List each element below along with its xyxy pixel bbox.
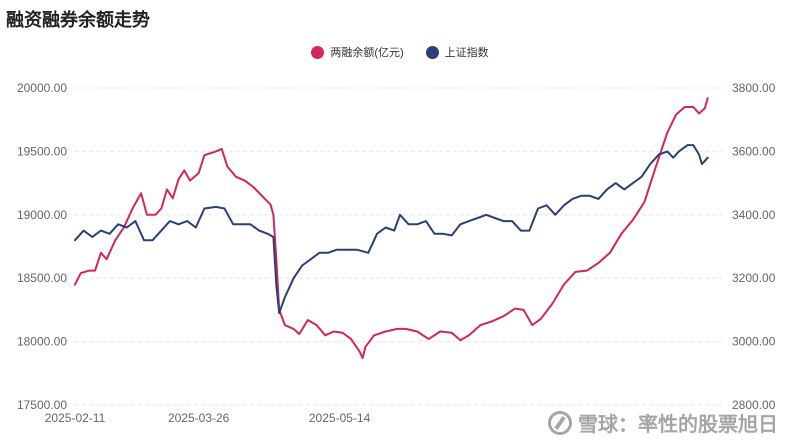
- right-axis-tick-label: 3600.00: [732, 144, 776, 158]
- left-axis-tick-label: 19000.00: [17, 208, 67, 222]
- legend: 两融余额(亿元) 上证指数: [0, 44, 800, 60]
- left-axis-tick-label: 19500.00: [17, 144, 67, 158]
- right-axis-tick-label: 3400.00: [732, 208, 776, 222]
- left-axis-tick-label: 20000.00: [17, 81, 67, 95]
- left-axis-tick-label: 18000.00: [17, 335, 67, 349]
- x-axis-tick-label: 2025-02-11: [45, 411, 106, 425]
- right-axis-tick-label: 3800.00: [732, 81, 776, 95]
- legend-label-margin: 两融余额(亿元): [330, 47, 404, 59]
- legend-item-index[interactable]: 上证指数: [425, 44, 489, 60]
- legend-item-margin[interactable]: 两融余额(亿元): [311, 44, 404, 60]
- x-axis-tick-label: 2025-05-14: [309, 411, 371, 425]
- series-line-shanghai-index: [74, 144, 709, 315]
- watermark-text: 雪球：率性的股票旭日: [578, 414, 778, 436]
- left-axis-tick-label: 18500.00: [17, 271, 67, 285]
- right-axis-tick-label: 2800.00: [732, 398, 776, 412]
- chart-title: 融资融券余额走势: [6, 10, 150, 30]
- legend-dot-margin: [311, 45, 325, 59]
- legend-label-index: 上证指数: [444, 47, 489, 59]
- watermark: 雪球：率性的股票旭日: [548, 408, 778, 437]
- x-axis-tick-label: 2025-03-26: [168, 411, 230, 425]
- right-axis-tick-label: 3000.00: [732, 335, 776, 349]
- right-axis-tick-label: 3200.00: [732, 271, 776, 285]
- series-line-margin-balance: [74, 97, 709, 360]
- legend-dot-index: [425, 45, 439, 59]
- snowball-logo-icon: [548, 410, 572, 435]
- left-axis-tick-label: 17500.00: [17, 398, 67, 412]
